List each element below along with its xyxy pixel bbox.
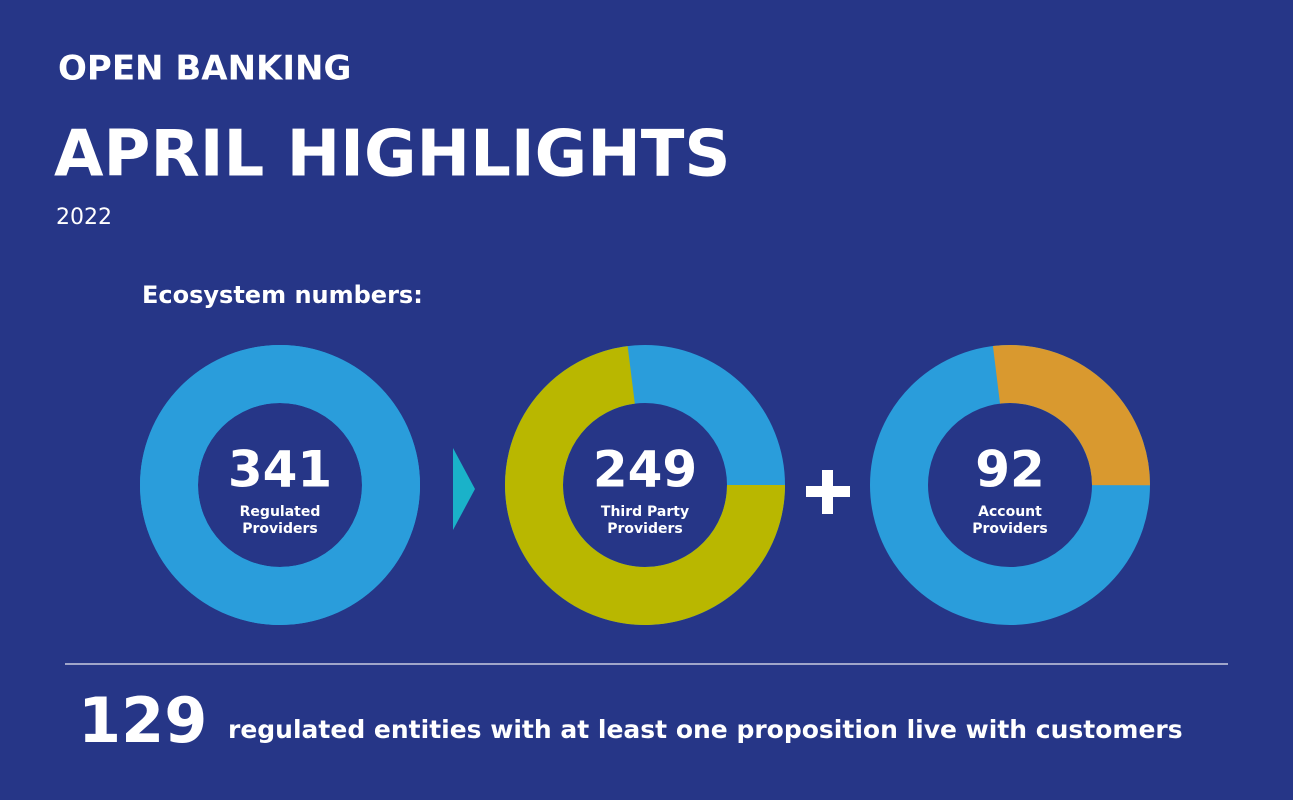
donut-label: Third Party <box>601 504 689 520</box>
plus-bar <box>822 470 833 514</box>
plus-sign <box>806 470 850 514</box>
donut-label: Providers <box>607 521 682 537</box>
section-title: Ecosystem numbers: <box>142 281 423 309</box>
donut-label: Providers <box>972 521 1047 537</box>
arrow <box>453 448 475 530</box>
donut-number: 341 <box>228 441 332 499</box>
donut-label: Regulated <box>240 504 321 520</box>
donut-number: 249 <box>593 441 697 499</box>
donut-label: Account <box>978 504 1042 520</box>
donut-segment <box>992 345 1151 487</box>
year: 2022 <box>56 205 112 230</box>
footer-number: 129 <box>78 684 207 757</box>
footer-text: regulated entities with at least one pro… <box>228 715 1183 744</box>
donut-segment <box>505 346 785 625</box>
title: APRIL HIGHLIGHTS <box>54 118 731 192</box>
donut-number: 92 <box>975 441 1045 499</box>
donut-segment <box>140 345 420 625</box>
kicker: OPEN BANKING <box>58 49 351 89</box>
donut-label: Providers <box>242 521 317 537</box>
